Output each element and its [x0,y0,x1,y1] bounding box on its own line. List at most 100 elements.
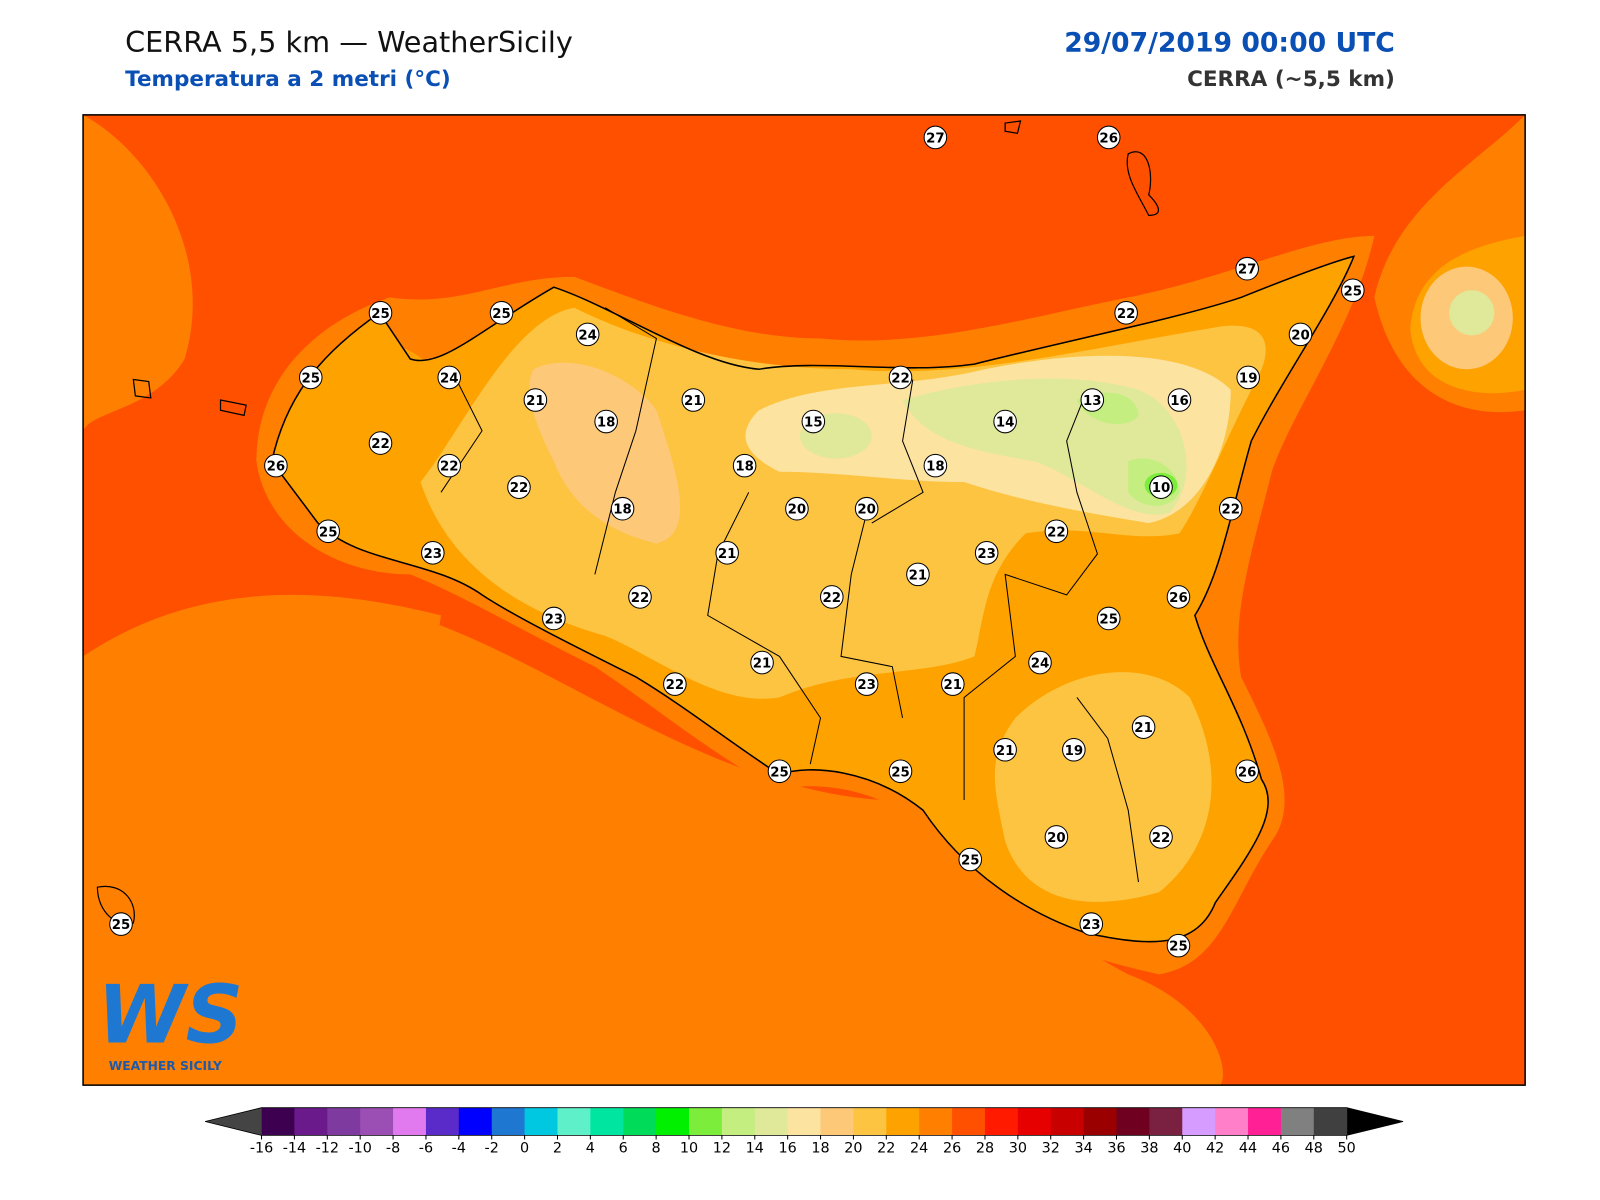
station-value: 26 [1169,591,1188,606]
station-marker [575,322,600,347]
colorbar-swatch [1280,1107,1315,1136]
colorbar-swatch [327,1107,361,1136]
colorbar-tick-label: 8 [652,1141,661,1157]
station-marker [923,453,948,478]
colorbar-tick-label: 26 [943,1141,961,1157]
colorbar-swatch [1248,1107,1282,1136]
station: 21 [750,650,774,675]
title: CERRA 5,5 km — WeatherSicily [125,25,573,59]
colorbar-swatch [1116,1107,1150,1136]
colorbar-swatch [1149,1107,1183,1136]
station-marker [264,453,288,478]
station-marker [993,737,1017,762]
station: 25 [958,847,983,872]
station-marker [854,672,879,696]
station-marker [610,496,635,521]
colorbar-tick-label: 14 [746,1141,764,1157]
station: 23 [1079,912,1104,936]
station: 10 [1149,475,1173,499]
station-marker [316,519,340,544]
station-value: 26 [1099,131,1118,146]
station-marker [974,541,999,565]
station-marker [1218,496,1243,521]
station: 22 [663,672,687,696]
colorbar-swatch [623,1107,657,1136]
station-value: 20 [857,503,876,518]
station-value: 23 [424,547,443,562]
colorbar-tick-label: -16 [250,1141,273,1157]
station: 24 [575,322,600,347]
colorbar-tick-label: -14 [283,1141,306,1157]
station: 25 [368,301,393,325]
colorbar-swatch [425,1107,460,1136]
station-value: 26 [1238,765,1257,780]
colorbar-swatch [557,1107,591,1136]
station-value: 20 [788,503,807,518]
colorbar-swatch [1182,1107,1216,1136]
station-value: 18 [597,416,616,431]
station-marker [628,585,652,609]
station: 15 [801,409,826,434]
colorbar-tick-label: 10 [680,1141,698,1157]
station: 21 [681,388,706,412]
station: 16 [1167,388,1192,412]
station-marker [298,365,323,390]
province-border [440,307,1139,883]
colorbar-tick-label: 18 [811,1141,829,1157]
colorbar-tick-label: 2 [553,1141,562,1157]
station-value: 25 [770,765,789,780]
station-marker [109,912,133,936]
colorbar-swatch [590,1107,624,1136]
station-value: 21 [753,657,772,672]
colorbar-swatch [1017,1107,1052,1136]
logo-mark: WS [97,968,243,1061]
station: 22 [507,475,531,499]
station: 18 [594,409,618,434]
station-value: 19 [1065,744,1084,759]
station: 20 [1044,825,1069,849]
station-marker [1044,825,1069,849]
colorbar-tick-label: 46 [1272,1141,1290,1157]
station-value: 25 [371,307,390,322]
station: 21 [941,672,965,696]
station-marker [1166,585,1191,609]
station-value: 22 [631,591,650,606]
station-value: 21 [684,394,703,409]
station: 13 [1080,388,1105,412]
station-marker [368,301,393,325]
station-value: 21 [718,547,737,562]
station: 25 [1341,278,1365,303]
station-marker [854,496,879,521]
colorbar-swatch [787,1107,822,1136]
station: 22 [1044,519,1069,544]
colorbar-tick-label: 42 [1206,1141,1224,1157]
station-marker [993,409,1017,434]
station: 27 [923,125,948,150]
station-value: 10 [1152,481,1171,496]
station-value: 19 [1239,371,1258,386]
station-marker [1079,912,1104,936]
colorbar-swatch [721,1107,756,1136]
station-marker [368,431,393,455]
station: 23 [974,541,999,565]
colorbar-swatch [952,1107,986,1136]
station-value: 25 [301,371,320,386]
station: 26 [264,453,288,478]
station: 24 [437,365,462,390]
colorbar-swatch [491,1107,526,1136]
station-value: 22 [891,371,910,386]
station-marker [542,606,566,631]
station-value: 21 [909,568,928,583]
station: 25 [298,365,323,390]
station-marker [1096,606,1121,631]
station-marker [663,672,687,696]
colorbar-tick-label: 20 [844,1141,862,1157]
station-marker [421,541,445,565]
station-value: 21 [526,394,545,409]
station: 25 [489,301,514,325]
station-marker [1149,475,1173,499]
station-value: 22 [1221,503,1240,518]
station-marker [801,409,826,434]
station-value: 25 [319,525,338,540]
station-marker [1044,519,1069,544]
